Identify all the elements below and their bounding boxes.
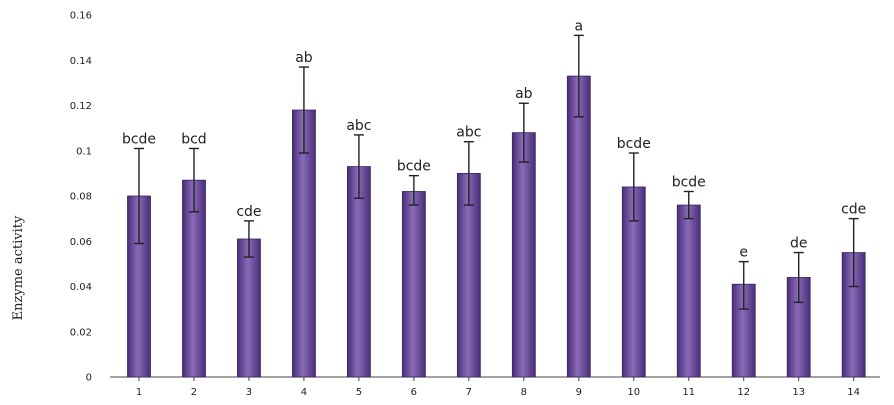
x-tick-label: 7 [466, 387, 472, 398]
y-tick-label: 0.16 [70, 11, 92, 22]
y-tick-label: 0.14 [70, 56, 92, 67]
significance-label: a [575, 18, 584, 34]
y-tick-label: 0 [86, 373, 92, 384]
significance-label: abc [346, 118, 371, 134]
significance-label: abc [456, 125, 481, 141]
y-tick-label: 0.02 [70, 327, 92, 338]
significance-label: ab [295, 50, 313, 66]
significance-label: bcd [181, 131, 206, 147]
bar [676, 204, 701, 378]
bar [401, 191, 426, 378]
significance-label: bcde [672, 174, 706, 190]
significance-label: cde [841, 202, 866, 218]
y-tick-label: 0.08 [70, 192, 92, 203]
y-axis-label: Enzyme activity [11, 215, 26, 320]
x-tick-label: 1 [136, 387, 142, 398]
significance-label: bcde [397, 159, 431, 175]
x-tick-label: 5 [356, 387, 362, 398]
x-tick-label: 4 [301, 387, 307, 398]
bar [511, 132, 536, 378]
x-tick-label: 14 [847, 387, 860, 398]
significance-label: e [739, 245, 748, 261]
x-tick-label: 12 [737, 387, 750, 398]
x-tick-label: 2 [191, 387, 197, 398]
y-tick-label: 0.04 [70, 282, 92, 293]
bar [237, 238, 261, 378]
y-tick-label: 0.06 [70, 237, 92, 248]
y-tick-label: 0.12 [70, 101, 92, 112]
y-tick-label: 0.1 [76, 146, 92, 157]
x-tick-label: 3 [246, 387, 252, 398]
x-tick-label: 6 [411, 387, 417, 398]
x-tick-label: 11 [682, 387, 695, 398]
significance-label: ab [515, 86, 533, 102]
x-tick-label: 9 [576, 387, 582, 398]
labels-group: bcde bcd cde ab abc bcde abc ab a bcde bcde e de cde [122, 18, 866, 260]
significance-label: cde [236, 204, 261, 220]
bar [566, 75, 591, 378]
significance-label: de [790, 236, 808, 252]
x-tick-label: 10 [627, 387, 640, 398]
x-tick-label: 13 [792, 387, 805, 398]
bars-group [127, 34, 866, 378]
significance-label: bcde [617, 136, 651, 152]
x-tick-label: 8 [521, 387, 527, 398]
significance-label: bcde [122, 131, 156, 147]
